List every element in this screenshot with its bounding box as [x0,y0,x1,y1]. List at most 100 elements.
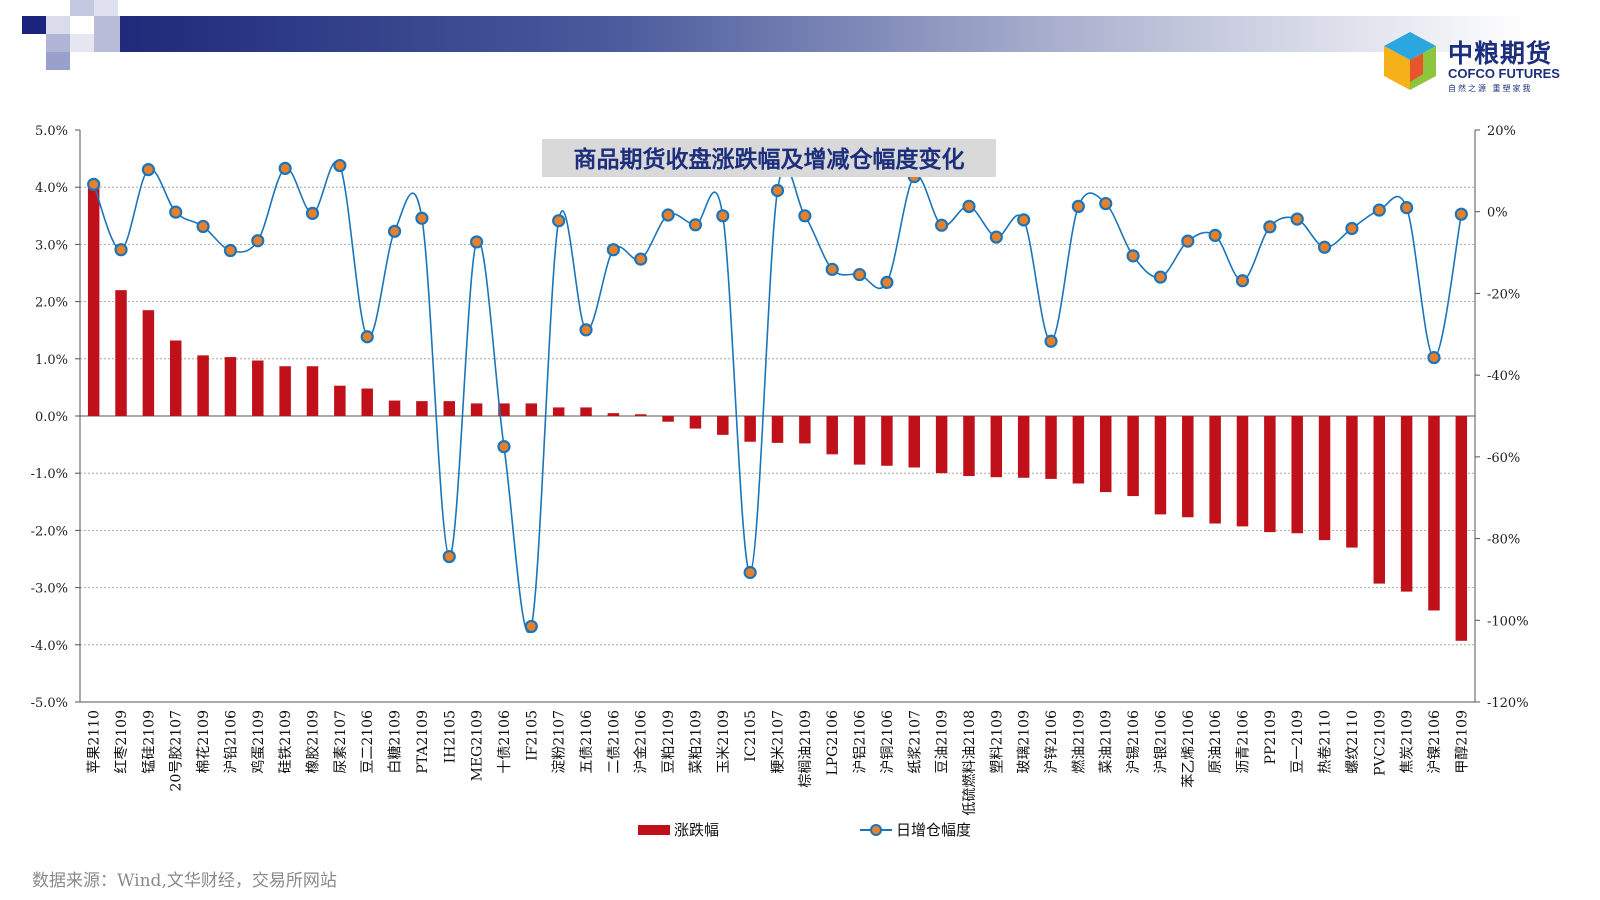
bar [853,416,866,465]
legend-line-label: 日增仓幅度 [896,821,971,839]
line-marker [114,243,128,257]
chart-title-group: 商品期货收盘涨跌幅及增减仓幅度变化 [542,139,996,177]
line-marker [606,243,620,257]
bar [963,416,975,477]
category-label: 沪银2106 [1153,710,1169,774]
line-marker [962,199,976,214]
category-label: 橡胶2109 [305,710,322,774]
bar [1318,416,1331,541]
category-label: 豆油2109 [935,710,951,774]
category-label: 沪铅2106 [223,710,239,774]
company-logo: 中粮期货 COFCO FUTURES 自然之源 重塑家我 [1378,30,1588,100]
line-marker [1153,270,1168,284]
line-marker [579,323,593,337]
category-label: 低硫燃料油2108 [961,710,978,816]
bar [607,413,620,416]
bar [908,416,921,468]
category-label: 硅铁2109 [278,710,294,774]
chart-title: 商品期货收盘涨跌幅及增减仓幅度变化 [574,146,965,173]
line-marker [1345,221,1359,236]
line-marker [1290,212,1304,226]
right-tick-label: 0% [1487,206,1508,221]
category-label: 沥青2106 [1236,710,1252,774]
category-label: 热卷2110 [1318,710,1334,774]
category-label: 五债2106 [579,710,595,774]
bar [689,416,702,429]
line-marker [1208,228,1222,243]
category-label: IH2105 [442,710,458,763]
bar [1154,416,1167,515]
bar [1346,416,1358,548]
line-marker [935,218,949,232]
category-label: 红枣2109 [114,710,130,774]
line-marker [716,209,730,223]
line-marker [1400,201,1414,215]
bar [1373,416,1386,584]
header-bar [120,16,1530,52]
bar [416,401,428,416]
left-tick-label: 5.0% [35,124,68,139]
line-marker [442,549,456,564]
category-label: PP2109 [1263,710,1279,764]
category-label: 20号胶2107 [168,710,185,791]
bar [306,366,319,416]
legend-bar-swatch [638,825,670,835]
right-tick-label: -20% [1487,287,1520,302]
bar [1291,416,1303,534]
line-marker [825,262,839,276]
line-marker [688,218,703,232]
bar [1236,416,1249,527]
bar [799,416,811,444]
right-tick-label: -120% [1487,696,1529,711]
line-marker [1071,199,1085,214]
line-marker [1099,196,1113,211]
category-label: 淀粉2107 [552,710,568,774]
line-marker [634,252,648,266]
category-label: IC2105 [743,710,759,762]
bar [1099,416,1112,493]
bar [1428,416,1440,611]
bar [935,416,948,474]
category-label: 豆一2109 [1290,710,1306,774]
left-tick-label: 0.0% [35,410,68,425]
bar [525,403,538,416]
line-marker [196,219,210,234]
category-label: 锰硅2109 [141,710,157,774]
data-source-note: 数据来源：Wind,文华财经，交易所网站 [32,871,337,891]
bar [169,340,182,416]
line-marker [1044,334,1058,348]
logo-english-name: COFCO FUTURES [1448,66,1560,81]
line-marker [1372,203,1386,217]
line-marker [360,330,374,344]
category-label: 十债2106 [497,710,513,774]
line-marker [1235,274,1250,288]
category-label: 苯乙烯2106 [1180,710,1197,788]
bar [1045,416,1057,479]
bar [1182,416,1194,518]
right-tick-label: 20% [1487,124,1516,139]
line-marker [1317,240,1332,254]
category-label: PTA2109 [415,710,431,774]
line-marker [1454,207,1468,221]
bar [826,416,838,455]
left-tick-label: -5.0% [31,696,68,711]
bar [771,416,784,443]
bar [197,355,209,416]
line-marker [1427,350,1441,365]
bar [142,310,155,416]
category-label: 鸡蛋2109 [250,710,267,774]
bar [87,187,100,416]
bar [717,416,729,435]
bar [744,416,756,442]
bar [1400,416,1413,592]
line-marker [798,209,812,223]
right-tick-label: -60% [1487,451,1520,466]
series-line [92,161,1463,634]
chart-title-background [542,139,996,177]
category-label: 菜油2109 [1099,710,1115,774]
line-marker [169,205,183,219]
category-label: 苹果2110 [87,710,103,774]
line-marker [989,230,1003,244]
category-label: 燃油2109 [1070,710,1087,774]
